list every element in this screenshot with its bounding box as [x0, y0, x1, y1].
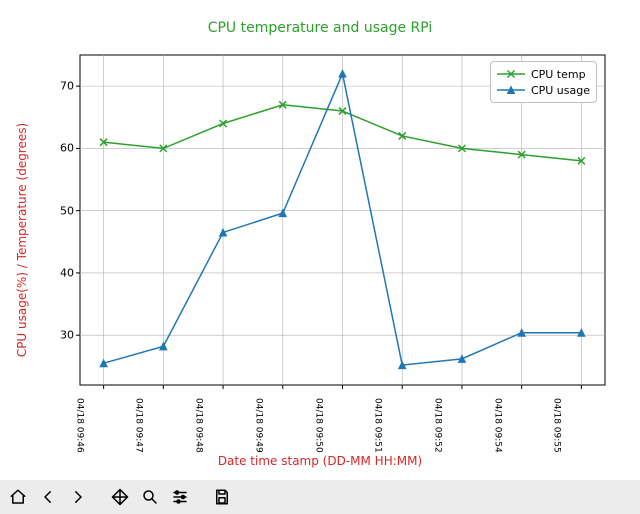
x-axis-label: Date time stamp (DD-MM HH:MM) — [0, 454, 640, 468]
x-tick-label: 04/18 09:54 — [492, 392, 502, 453]
legend-item: CPU usage — [497, 82, 590, 98]
y-tick-label: 70 — [60, 80, 80, 93]
move-icon — [111, 488, 129, 506]
x-tick-label: 04/18 09:49 — [253, 392, 263, 453]
x-tick-label: 04/18 09:52 — [433, 392, 443, 453]
y-tick-label: 40 — [60, 266, 80, 279]
x-tick-label: 04/18 09:47 — [134, 392, 144, 453]
x-tick-label: 04/18 09:50 — [313, 392, 323, 453]
configure-button[interactable] — [166, 483, 194, 511]
legend-label: CPU temp — [531, 68, 586, 81]
arrow-left-icon — [39, 488, 57, 506]
home-button[interactable] — [4, 483, 32, 511]
x-tick-label: 04/18 09:46 — [74, 392, 84, 453]
y-axis-label: CPU usage(%) / Temperature (degrees) — [15, 123, 29, 357]
x-tick-label: 04/18 09:51 — [373, 392, 383, 453]
save-icon — [213, 488, 231, 506]
y-tick-label: 60 — [60, 142, 80, 155]
chart-area: CPU temperature and usage RPi CPU usage(… — [0, 0, 640, 480]
legend-swatch — [497, 68, 525, 80]
legend-swatch — [497, 84, 525, 96]
legend: CPU temp CPU usage — [490, 61, 597, 103]
legend-item: CPU temp — [497, 66, 590, 82]
forward-button[interactable] — [64, 483, 92, 511]
plot-region: 304050607004/18 09:4604/18 09:4704/18 09… — [80, 55, 605, 385]
y-tick-label: 50 — [60, 204, 80, 217]
zoom-button[interactable] — [136, 483, 164, 511]
x-tick-label: 04/18 09:48 — [194, 392, 204, 453]
arrow-right-icon — [69, 488, 87, 506]
back-button[interactable] — [34, 483, 62, 511]
home-icon — [9, 488, 27, 506]
sliders-icon — [171, 488, 189, 506]
chart-title: CPU temperature and usage RPi — [0, 20, 640, 36]
legend-label: CPU usage — [531, 84, 590, 97]
zoom-icon — [141, 488, 159, 506]
x-tick-label: 04/18 09:55 — [552, 392, 562, 453]
y-tick-label: 30 — [60, 329, 80, 342]
matplotlib-toolbar — [0, 480, 640, 514]
save-button[interactable] — [208, 483, 236, 511]
pan-button[interactable] — [106, 483, 134, 511]
